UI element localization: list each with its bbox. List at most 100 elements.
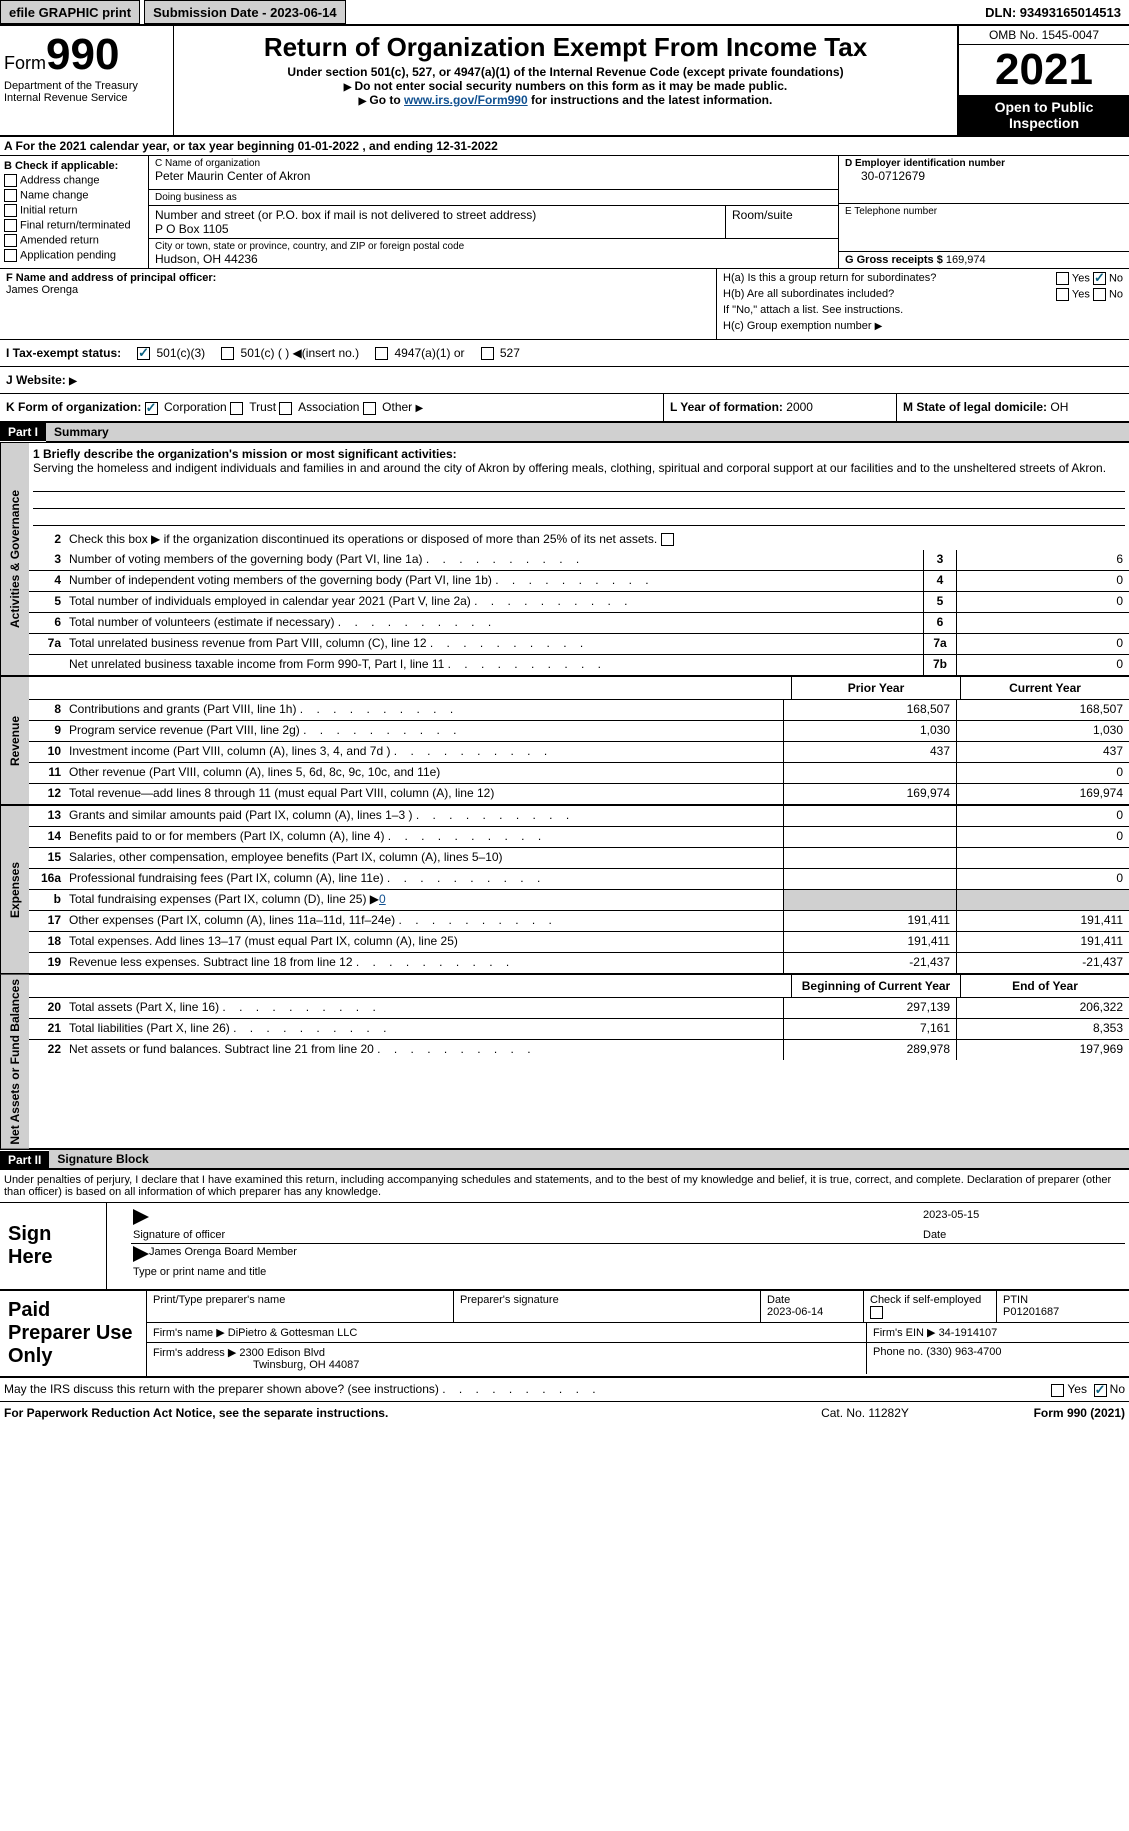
l11-current: 0 — [956, 763, 1129, 783]
l4-val: 0 — [956, 571, 1129, 591]
501c3-checkbox[interactable] — [137, 347, 150, 360]
website-row: J Website: — [0, 367, 1129, 394]
revenue-section: Revenue Prior YearCurrent Year 8Contribu… — [0, 677, 1129, 806]
initial-return-checkbox[interactable] — [4, 204, 17, 217]
dba-label: Doing business as — [155, 192, 832, 203]
l8-current: 168,507 — [956, 700, 1129, 720]
final-return-checkbox[interactable] — [4, 219, 17, 232]
part1-title: Summary — [46, 423, 1129, 442]
penalties-text: Under penalties of perjury, I declare th… — [0, 1170, 1129, 1203]
goto-note: Go to www.irs.gov/Form990 for instructio… — [178, 93, 953, 107]
l9-current: 1,030 — [956, 721, 1129, 741]
l19-prior: -21,437 — [783, 953, 956, 973]
addr-change-checkbox[interactable] — [4, 174, 17, 187]
org-name: Peter Maurin Center of Akron — [155, 169, 832, 183]
date-label: Date — [923, 1229, 1123, 1241]
omb-number: OMB No. 1545-0047 — [959, 26, 1129, 45]
l22-end: 197,969 — [956, 1040, 1129, 1060]
ein-value: 30-0712679 — [845, 169, 1123, 183]
4947-checkbox[interactable] — [375, 347, 388, 360]
l16b-current — [956, 890, 1129, 910]
l17-prior: 191,411 — [783, 911, 956, 931]
expenses-tab: Expenses — [0, 806, 29, 973]
l6-desc: Total number of volunteers (estimate if … — [65, 613, 923, 633]
l18-current: 191,411 — [956, 932, 1129, 952]
527-checkbox[interactable] — [481, 347, 494, 360]
discontinued-checkbox[interactable] — [661, 533, 674, 546]
end-year-hdr: End of Year — [960, 975, 1129, 997]
trust-checkbox[interactable] — [230, 402, 243, 415]
l5-desc: Total number of individuals employed in … — [65, 592, 923, 612]
part1-header-row: Part I Summary — [0, 423, 1129, 443]
prep-date: 2023-06-14 — [767, 1306, 823, 1318]
l15-prior — [783, 848, 956, 868]
l16b-prior — [783, 890, 956, 910]
app-pending-checkbox[interactable] — [4, 249, 17, 262]
expenses-section: Expenses 13Grants and similar amounts pa… — [0, 806, 1129, 975]
form-title: Return of Organization Exempt From Incom… — [178, 32, 953, 63]
irs-link[interactable]: www.irs.gov/Form990 — [404, 93, 528, 107]
l19-current: -21,437 — [956, 953, 1129, 973]
principal-name: James Orenga — [6, 284, 710, 296]
firm-ein: 34-1914107 — [939, 1327, 998, 1339]
l16a-current: 0 — [956, 869, 1129, 889]
l7b-val: 0 — [956, 655, 1129, 675]
l22-begin: 289,978 — [783, 1040, 956, 1060]
l7b-desc: Net unrelated business taxable income fr… — [65, 655, 923, 675]
hb-no-checkbox[interactable] — [1093, 288, 1106, 301]
assoc-checkbox[interactable] — [279, 402, 292, 415]
efile-print-button[interactable]: efile GRAPHIC print — [0, 0, 140, 24]
sign-date: 2023-05-15 — [923, 1209, 1123, 1225]
l7a-desc: Total unrelated business revenue from Pa… — [65, 634, 923, 654]
form-990-label: Form990 — [4, 30, 169, 80]
activities-tab: Activities & Governance — [0, 443, 29, 675]
l14-prior — [783, 827, 956, 847]
irs-label: Internal Revenue Service — [4, 92, 169, 104]
l10-prior: 437 — [783, 742, 956, 762]
form-footer: Form 990 (2021) — [965, 1406, 1125, 1420]
mission-text: Serving the homeless and indigent indivi… — [33, 461, 1125, 475]
501c-checkbox[interactable] — [221, 347, 234, 360]
l9-prior: 1,030 — [783, 721, 956, 741]
tax-status-row: I Tax-exempt status: 501(c)(3) 501(c) ( … — [0, 340, 1129, 367]
amended-checkbox[interactable] — [4, 234, 17, 247]
discuss-no-checkbox[interactable] — [1094, 1384, 1107, 1397]
mission-label: 1 Briefly describe the organization's mi… — [33, 447, 1125, 461]
paid-preparer-row: Paid Preparer Use Only Print/Type prepar… — [0, 1291, 1129, 1378]
ein-label: D Employer identification number — [845, 158, 1123, 169]
hb-yes-checkbox[interactable] — [1056, 288, 1069, 301]
l13-current: 0 — [956, 806, 1129, 826]
street-label: Number and street (or P.O. box if mail i… — [155, 208, 719, 222]
netassets-section: Net Assets or Fund Balances Beginning of… — [0, 975, 1129, 1151]
l16b-link[interactable]: 0 — [379, 892, 386, 906]
discuss-yes-checkbox[interactable] — [1051, 1384, 1064, 1397]
l18-prior: 191,411 — [783, 932, 956, 952]
gross-label: G Gross receipts $ — [845, 254, 943, 266]
ha-yes-checkbox[interactable] — [1056, 272, 1069, 285]
pointer-icon — [133, 1246, 149, 1262]
activities-section: Activities & Governance 1 Briefly descri… — [0, 443, 1129, 677]
ssn-note: Do not enter social security numbers on … — [178, 79, 953, 93]
dln: DLN: 93493165014513 — [985, 5, 1129, 20]
name-change-checkbox[interactable] — [4, 189, 17, 202]
form-subtitle: Under section 501(c), 527, or 4947(a)(1)… — [178, 65, 953, 79]
l10-current: 437 — [956, 742, 1129, 762]
part1-badge: Part I — [0, 423, 46, 441]
l6-val — [956, 613, 1129, 633]
type-name-label: Type or print name and title — [133, 1266, 266, 1278]
dept-treasury: Department of the Treasury — [4, 80, 169, 92]
l21-begin: 7,161 — [783, 1019, 956, 1039]
other-checkbox[interactable] — [363, 402, 376, 415]
tel-label: E Telephone number — [845, 206, 1123, 217]
hb-note: If "No," attach a list. See instructions… — [723, 304, 1123, 316]
l4-desc: Number of independent voting members of … — [65, 571, 923, 591]
l8-prior: 168,507 — [783, 700, 956, 720]
state-domicile: OH — [1050, 400, 1068, 414]
principal-h-row: F Name and address of principal officer:… — [0, 269, 1129, 340]
ha-no-checkbox[interactable] — [1093, 272, 1106, 285]
form-header: Form990 Department of the Treasury Inter… — [0, 26, 1129, 137]
corp-checkbox[interactable] — [145, 402, 158, 415]
self-employed-checkbox[interactable] — [870, 1306, 883, 1319]
l21-end: 8,353 — [956, 1019, 1129, 1039]
l20-begin: 297,139 — [783, 998, 956, 1018]
